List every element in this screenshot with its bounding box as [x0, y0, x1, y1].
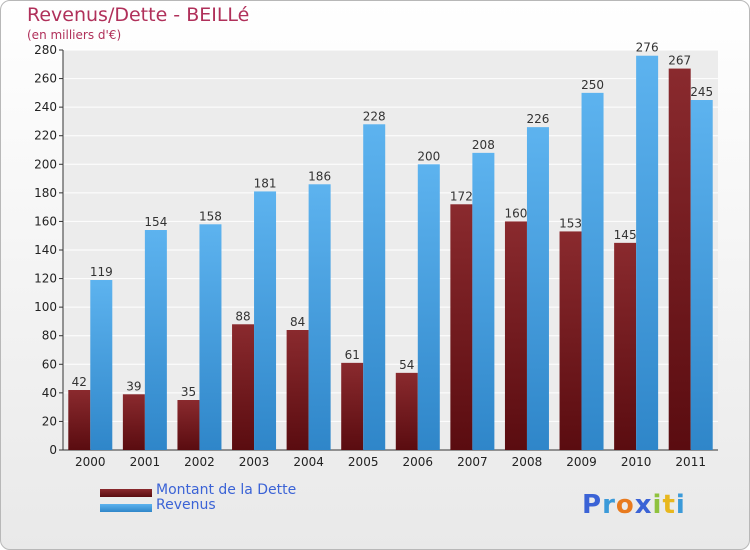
x-tick-label: 2001 [130, 455, 161, 469]
y-tick-label: 100 [34, 300, 57, 314]
x-tick-label: 2009 [566, 455, 597, 469]
bar-revenus [417, 164, 440, 451]
data-label-debt: 153 [559, 216, 582, 230]
x-tick-label: 2007 [457, 455, 488, 469]
x-tick-label: 2003 [239, 455, 270, 469]
bar-debt [122, 394, 145, 450]
logo-letter: i [652, 490, 663, 520]
y-tick-label: 20 [42, 414, 57, 428]
bar-revenus [472, 152, 495, 450]
x-tick-label: 2004 [293, 455, 324, 469]
data-label-debt: 39 [126, 379, 141, 393]
bar-debt [232, 324, 255, 450]
data-label-debt: 54 [399, 358, 414, 372]
x-tick-label: 2011 [675, 455, 706, 469]
logo-letter: P [582, 490, 603, 520]
x-tick-label: 2006 [403, 455, 434, 469]
bar-revenus [199, 224, 222, 450]
legend-label-debt: Montant de la Dette [156, 482, 297, 498]
legend-swatch-revenus [100, 504, 152, 512]
data-label-debt: 145 [614, 228, 637, 242]
y-tick-label: 40 [42, 386, 57, 400]
logo-letter: t [662, 490, 676, 520]
bar-revenus [308, 184, 331, 451]
data-label-revenus: 208 [472, 138, 495, 152]
data-label-debt: 61 [345, 348, 360, 362]
bar-debt [177, 400, 200, 450]
bar-revenus [144, 230, 167, 450]
proxiti-logo: Proxiti [582, 490, 686, 520]
logo-letter: r [602, 490, 616, 520]
data-label-revenus: 250 [581, 78, 604, 92]
y-tick-label: 120 [34, 272, 57, 286]
y-tick-label: 200 [34, 157, 57, 171]
bar-debt [504, 221, 527, 450]
y-tick-label: 260 [34, 72, 57, 86]
bar-debt [450, 204, 473, 450]
data-label-revenus: 276 [636, 41, 659, 55]
bar-debt [68, 390, 91, 450]
data-label-debt: 88 [235, 309, 250, 323]
data-label-revenus: 158 [199, 209, 222, 223]
bar-debt [559, 231, 582, 450]
data-label-debt: 172 [450, 189, 473, 203]
y-tick-label: 140 [34, 243, 57, 257]
data-label-revenus: 200 [417, 149, 440, 163]
bar-debt [614, 242, 637, 450]
bar-revenus [690, 100, 713, 450]
data-label-revenus: 228 [363, 109, 386, 123]
x-tick-label: 2005 [348, 455, 379, 469]
bar-revenus [526, 127, 549, 451]
logo-letter: x [634, 490, 653, 520]
logo-letter: i [675, 490, 686, 520]
y-tick-label: 240 [34, 100, 57, 114]
data-label-debt: 42 [72, 375, 87, 389]
y-tick-label: 160 [34, 214, 57, 228]
x-tick-label: 2008 [512, 455, 543, 469]
data-label-revenus: 181 [254, 176, 277, 190]
x-tick-label: 2010 [621, 455, 652, 469]
data-label-revenus: 119 [90, 265, 113, 279]
bar-revenus [581, 92, 604, 450]
bar-revenus [90, 280, 113, 450]
data-label-revenus: 245 [690, 85, 713, 99]
y-tick-label: 80 [42, 329, 57, 343]
data-label-debt: 160 [505, 206, 528, 220]
data-label-debt: 35 [181, 385, 196, 399]
y-tick-label: 220 [34, 129, 57, 143]
x-tick-label: 2000 [75, 455, 106, 469]
y-tick-label: 0 [49, 443, 57, 457]
y-tick-label: 280 [34, 43, 57, 57]
data-label-revenus: 186 [308, 169, 331, 183]
legend-swatch-debt [100, 489, 152, 497]
y-tick-label: 60 [42, 357, 57, 371]
bar-debt [395, 372, 418, 450]
bar-debt [668, 68, 691, 451]
chart-title: Revenus/Dette - BEILLé [27, 4, 250, 26]
data-label-revenus: 154 [144, 215, 167, 229]
bar-revenus [636, 55, 659, 450]
chart-subtitle: (en milliers d'€) [27, 28, 122, 42]
x-tick-label: 2002 [184, 455, 215, 469]
logo-letter: o [615, 490, 635, 520]
bar-debt [286, 330, 309, 450]
bar-debt [341, 362, 364, 450]
y-tick-label: 180 [34, 186, 57, 200]
legend-label-revenus: Revenus [156, 497, 216, 513]
data-label-revenus: 226 [527, 112, 550, 126]
data-label-debt: 84 [290, 315, 305, 329]
bar-revenus [254, 191, 277, 450]
bar-revenus [363, 124, 386, 451]
data-label-debt: 267 [668, 54, 691, 68]
